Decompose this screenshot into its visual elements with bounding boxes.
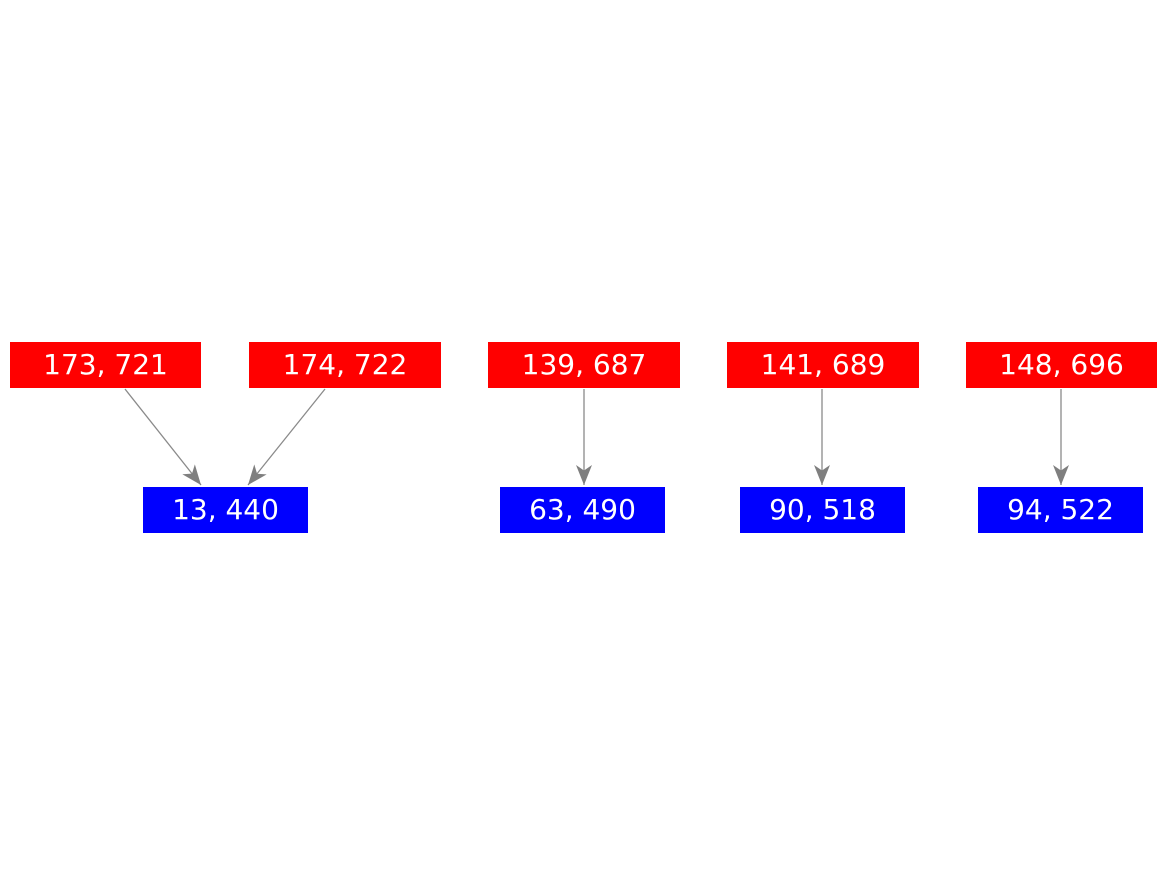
graph-node-target-t4: 94, 522 (978, 487, 1143, 533)
graph-node-source-s4: 141, 689 (727, 342, 919, 388)
graph-node-target-t3: 90, 518 (740, 487, 905, 533)
graph-node-source-s2: 174, 722 (249, 342, 441, 388)
node-label: 13, 440 (172, 493, 279, 526)
graph-node-source-s1: 173, 721 (10, 342, 201, 388)
node-label: 90, 518 (769, 493, 876, 526)
graph-node-source-s3: 139, 687 (488, 342, 680, 388)
edge-arrow-s1-t1 (124, 388, 202, 486)
node-label: 63, 490 (529, 493, 636, 526)
node-label: 139, 687 (521, 348, 647, 381)
node-label: 174, 722 (282, 348, 408, 381)
edge-arrow-s2-t1 (247, 388, 326, 486)
node-label: 148, 696 (999, 348, 1124, 381)
node-label: 94, 522 (1007, 493, 1114, 526)
graph-node-target-t2: 63, 490 (500, 487, 665, 533)
graph-node-target-t1: 13, 440 (143, 487, 308, 533)
graph-node-source-s5: 148, 696 (966, 342, 1157, 388)
node-label: 141, 689 (760, 348, 886, 381)
node-label: 173, 721 (43, 348, 168, 381)
